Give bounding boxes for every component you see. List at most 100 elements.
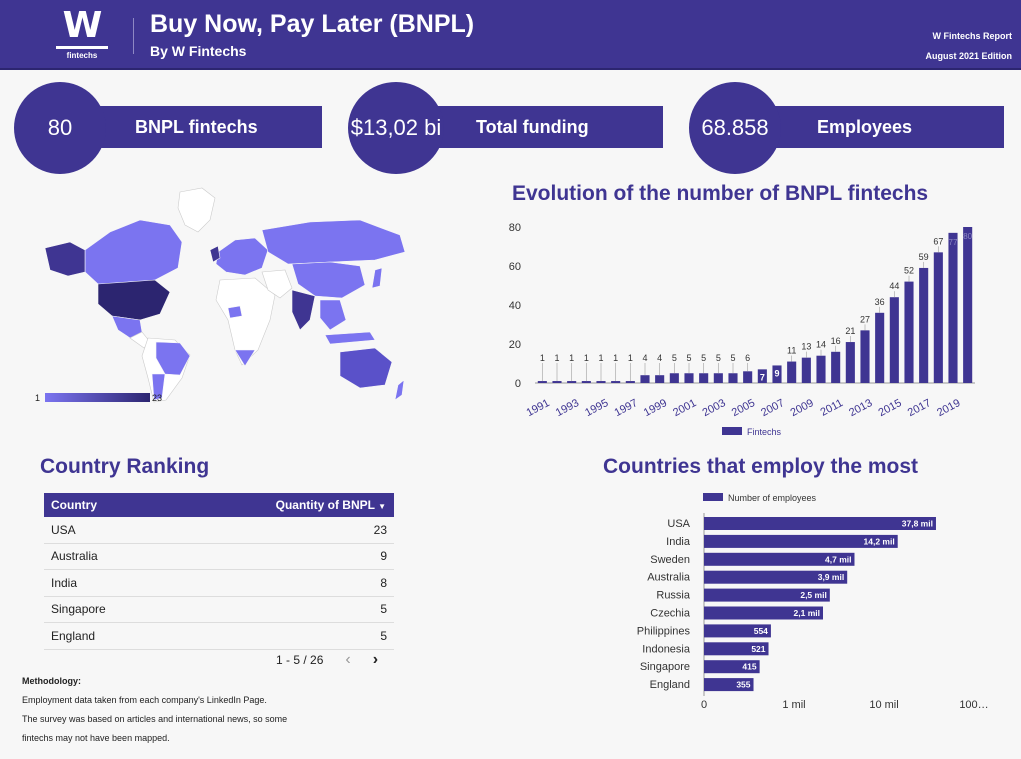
x-tick-label: 1991	[524, 397, 551, 419]
category-label: England	[650, 679, 690, 691]
bar-2020[interactable]	[963, 227, 973, 383]
bar-2016[interactable]	[904, 281, 914, 383]
bar-data-label: 5	[672, 353, 677, 363]
map-europe[interactable]	[215, 237, 269, 276]
bar-1991[interactable]	[537, 381, 547, 383]
map-greenland[interactable]	[177, 187, 216, 233]
table-row[interactable]: Australia 9	[44, 544, 394, 570]
bar-1998[interactable]	[640, 375, 650, 383]
bar-2001[interactable]	[684, 373, 694, 383]
w-fintechs-logo[interactable]: W fintechs	[55, 8, 109, 62]
bar-data-label: 3,9 mil	[818, 572, 844, 582]
bar-1996[interactable]	[611, 381, 621, 383]
bar-2010[interactable]	[816, 355, 826, 383]
map-japan[interactable]	[371, 267, 383, 289]
row-qty: 8	[380, 575, 387, 590]
bar-2008[interactable]	[787, 361, 797, 383]
col-quantity[interactable]: Quantity of BNPL ▼	[275, 498, 386, 512]
methodology-line: Employment data taken from each company'…	[22, 695, 267, 705]
bar-2013[interactable]	[860, 330, 870, 383]
kpi-value: $13,02 bi	[348, 82, 444, 174]
kpi-value: 80	[14, 82, 106, 174]
bar-australia[interactable]	[704, 570, 848, 584]
bar-sweden[interactable]	[704, 552, 855, 566]
bar-czechia[interactable]	[704, 606, 823, 620]
bar-2014[interactable]	[875, 312, 885, 383]
chevron-left-icon[interactable]: ‹	[345, 651, 351, 668]
bar-england[interactable]	[704, 678, 754, 692]
bar-2018[interactable]	[933, 252, 943, 383]
bar-1994[interactable]	[581, 381, 591, 383]
map-nigeria[interactable]	[227, 305, 243, 319]
bar-2019[interactable]	[948, 232, 958, 383]
bar-2017[interactable]	[919, 267, 929, 383]
x-tick-label: 1 mil	[782, 699, 805, 711]
bar-1995[interactable]	[596, 381, 606, 383]
bar-2012[interactable]	[845, 342, 855, 383]
map-south-africa[interactable]	[234, 349, 256, 367]
x-tick-label: 2017	[906, 397, 933, 419]
map-indonesia[interactable]	[324, 331, 376, 345]
bar-philippines[interactable]	[704, 624, 771, 638]
methodology-note: Methodology: Employment data taken from …	[22, 672, 287, 748]
bar-2003[interactable]	[713, 373, 723, 383]
map-india[interactable]	[291, 289, 316, 331]
map-russia[interactable]	[261, 219, 406, 265]
y-tick-label: 20	[509, 339, 521, 351]
map-canada[interactable]	[84, 219, 183, 285]
bar-2011[interactable]	[831, 351, 841, 383]
category-label: Sweden	[650, 554, 690, 566]
y-tick-label: 40	[509, 300, 521, 312]
bar-singapore[interactable]	[704, 660, 760, 674]
map-china[interactable]	[291, 261, 366, 299]
table-row[interactable]: USA 23	[44, 517, 394, 544]
table-row[interactable]: India 8	[44, 570, 394, 597]
bar-2015[interactable]	[889, 297, 899, 383]
bar-russia[interactable]	[704, 588, 830, 602]
bar-data-label: 67	[933, 236, 943, 246]
category-label: Philippines	[637, 625, 691, 637]
map-argentina[interactable]	[151, 373, 166, 401]
sort-desc-icon[interactable]: ▼	[378, 502, 386, 511]
col-country[interactable]: Country	[51, 498, 97, 512]
bar-2009[interactable]	[801, 357, 811, 383]
bar-1992[interactable]	[552, 381, 562, 383]
bar-1999[interactable]	[655, 375, 665, 383]
bar-2004[interactable]	[728, 373, 738, 383]
bar-2006[interactable]	[757, 369, 767, 383]
kpi-label: Employees	[817, 117, 913, 137]
chevron-right-icon[interactable]: ›	[372, 651, 379, 668]
map-brazil[interactable]	[155, 341, 191, 376]
bar-india[interactable]	[704, 534, 898, 548]
world-map[interactable]	[30, 180, 415, 410]
bar-data-label: 14,2 mil	[864, 536, 895, 546]
header-bar: W fintechs Buy Now, Pay Later (BNPL) By …	[0, 0, 1021, 70]
bar-1993[interactable]	[567, 381, 577, 383]
bar-2002[interactable]	[699, 373, 709, 383]
table-row[interactable]: Singapore 5	[44, 597, 394, 623]
bar-2000[interactable]	[669, 373, 679, 383]
table-row[interactable]: England 5	[44, 623, 394, 650]
bar-data-label: 4	[642, 353, 647, 363]
map-uk[interactable]	[209, 245, 221, 263]
bar-data-label: 44	[889, 281, 899, 291]
bar-2005[interactable]	[743, 371, 753, 383]
map-middle-east[interactable]	[261, 269, 293, 299]
y-tick-label: 60	[509, 261, 521, 273]
bar-data-label: 2,5 mil	[800, 590, 826, 600]
kpi-employees: Employees 68.858	[689, 82, 1004, 174]
map-usa[interactable]	[97, 279, 171, 321]
map-southeast-asia[interactable]	[319, 299, 347, 331]
bar-data-label: 36	[875, 297, 885, 307]
bar-2007[interactable]	[772, 365, 782, 383]
bar-data-label: 37,8 mil	[902, 519, 933, 529]
bar-1997[interactable]	[625, 381, 635, 383]
x-tick-label: 2015	[876, 397, 903, 419]
map-australia[interactable]	[339, 347, 393, 389]
map-new-zealand[interactable]	[394, 379, 405, 401]
employment-bar-chart[interactable]: Number of employees USA 37,8 mil India 14,2 …	[600, 488, 1010, 718]
bar-indonesia[interactable]	[704, 642, 769, 656]
map-alaska[interactable]	[44, 241, 86, 277]
bar-usa[interactable]	[704, 517, 936, 530]
